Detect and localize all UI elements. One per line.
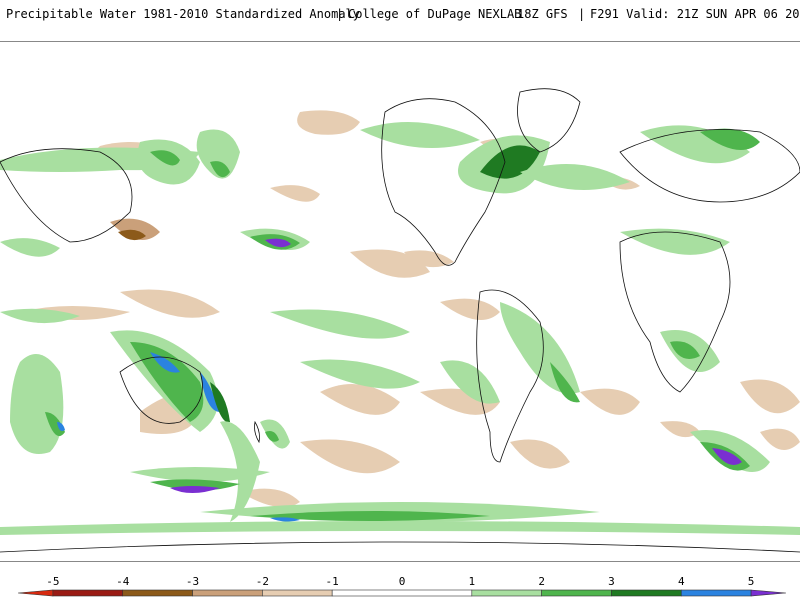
- legend-tick-label: -4: [116, 575, 130, 588]
- valid-time: F291 Valid: 21Z SUN APR 06 2025: [590, 7, 800, 21]
- positive-anomaly-regions: [0, 122, 800, 535]
- legend-color-bin: [122, 589, 193, 597]
- title-separator: |: [336, 7, 344, 21]
- data-source: College of DuPage NEXLAB: [348, 7, 522, 21]
- legend-color-bin: [192, 589, 263, 597]
- legend-tick-label: -1: [326, 575, 339, 588]
- legend-color-bin: [541, 589, 612, 597]
- legend-color-bin: [17, 589, 54, 597]
- title-separator: |: [578, 7, 586, 21]
- color-scale-legend: -5 -4 -3 -2 -1 0 1 2 3 4 5: [0, 568, 800, 600]
- legend-color-bin: [750, 589, 787, 597]
- legend-tick-label: -3: [186, 575, 199, 588]
- legend-color-bin: [262, 589, 333, 597]
- coastlines: [0, 88, 800, 553]
- legend-tick-label: 2: [538, 575, 545, 588]
- anomaly-map: [0, 41, 800, 562]
- legend-color-bin: [52, 589, 124, 597]
- legend-tick-label: -5: [46, 575, 59, 588]
- legend-tick-label: 3: [608, 575, 615, 588]
- color-scale-bar: -5 -4 -3 -2 -1 0 1 2 3 4 5: [17, 575, 787, 597]
- legend-color-bin: [471, 589, 542, 597]
- legend-tick-label: -2: [256, 575, 269, 588]
- legend-tick-label: 0: [399, 575, 406, 588]
- legend-color-bin: [680, 589, 752, 597]
- map-title-bar: Precipitable Water 1981-2010 Standardize…: [0, 0, 800, 30]
- map-title: Precipitable Water 1981-2010 Standardize…: [6, 7, 361, 21]
- legend-tick-label: 4: [678, 575, 685, 588]
- legend-tick-label: 1: [469, 575, 476, 588]
- model-run: 18Z GFS: [517, 7, 568, 21]
- anomaly-map-canvas: [0, 88, 800, 553]
- legend-color-bin: [331, 589, 473, 597]
- legend-color-bin: [611, 589, 682, 597]
- legend-tick-label: 5: [748, 575, 755, 588]
